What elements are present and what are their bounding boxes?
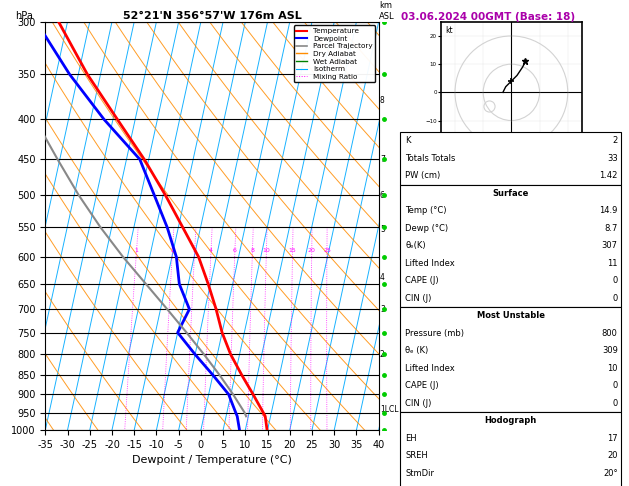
- Text: 307: 307: [602, 242, 618, 250]
- Text: 0: 0: [613, 399, 618, 408]
- Text: 5: 5: [380, 226, 385, 234]
- Text: Pressure (mb): Pressure (mb): [405, 329, 464, 338]
- Text: 2: 2: [380, 350, 385, 359]
- Text: 4: 4: [380, 273, 385, 282]
- Text: 2: 2: [613, 137, 618, 145]
- Text: CIN (J): CIN (J): [405, 399, 431, 408]
- Text: Most Unstable: Most Unstable: [477, 312, 545, 320]
- Text: 17: 17: [607, 434, 618, 443]
- Text: © weatheronline.co.uk: © weatheronline.co.uk: [403, 472, 490, 481]
- Text: CAPE (J): CAPE (J): [405, 277, 438, 285]
- Text: Hodograph: Hodograph: [484, 417, 537, 425]
- Text: PW (cm): PW (cm): [405, 172, 440, 180]
- Text: 4: 4: [209, 248, 213, 253]
- Text: K: K: [405, 137, 411, 145]
- Text: 1: 1: [135, 248, 138, 253]
- Text: Mixing Ratio (g/kg): Mixing Ratio (g/kg): [399, 183, 408, 269]
- Text: hPa: hPa: [15, 11, 33, 20]
- Text: 8: 8: [380, 96, 385, 105]
- Text: kt: kt: [445, 26, 453, 35]
- Text: 800: 800: [602, 329, 618, 338]
- Text: Lifted Index: Lifted Index: [405, 364, 455, 373]
- Text: SREH: SREH: [405, 451, 428, 460]
- Text: θₑ (K): θₑ (K): [405, 347, 428, 355]
- Text: 309: 309: [602, 347, 618, 355]
- Text: 20: 20: [607, 451, 618, 460]
- Text: 14.9: 14.9: [599, 207, 618, 215]
- Text: CIN (J): CIN (J): [405, 294, 431, 303]
- Text: CAPE (J): CAPE (J): [405, 382, 438, 390]
- Text: Totals Totals: Totals Totals: [405, 154, 455, 163]
- Text: 6: 6: [380, 191, 385, 200]
- Text: 52°21'N 356°57'W 176m ASL: 52°21'N 356°57'W 176m ASL: [123, 11, 301, 20]
- Text: Surface: Surface: [493, 189, 529, 198]
- Text: 3: 3: [380, 305, 385, 313]
- Text: 6: 6: [233, 248, 237, 253]
- Text: 10: 10: [262, 248, 270, 253]
- Text: 0: 0: [613, 277, 618, 285]
- X-axis label: Dewpoint / Temperature (°C): Dewpoint / Temperature (°C): [132, 455, 292, 466]
- Text: StmDir: StmDir: [405, 469, 434, 478]
- Text: 1LCL: 1LCL: [380, 405, 399, 414]
- Text: θₑ(K): θₑ(K): [405, 242, 426, 250]
- Text: Dewp (°C): Dewp (°C): [405, 224, 448, 233]
- Text: 8: 8: [250, 248, 254, 253]
- Text: 20°: 20°: [603, 469, 618, 478]
- Text: 20: 20: [308, 248, 316, 253]
- Text: 0: 0: [613, 382, 618, 390]
- Text: Temp (°C): Temp (°C): [405, 207, 447, 215]
- Legend: Temperature, Dewpoint, Parcel Trajectory, Dry Adiabat, Wet Adiabat, Isotherm, Mi: Temperature, Dewpoint, Parcel Trajectory…: [294, 25, 375, 83]
- Text: 15: 15: [289, 248, 296, 253]
- Text: 25: 25: [323, 248, 331, 253]
- Text: Lifted Index: Lifted Index: [405, 259, 455, 268]
- Text: 7: 7: [380, 155, 385, 164]
- Text: km
ASL: km ASL: [379, 1, 395, 20]
- Text: 10: 10: [607, 364, 618, 373]
- Text: 33: 33: [607, 154, 618, 163]
- Text: EH: EH: [405, 434, 416, 443]
- Text: 1.42: 1.42: [599, 172, 618, 180]
- Text: 03.06.2024 00GMT (Base: 18): 03.06.2024 00GMT (Base: 18): [401, 12, 576, 22]
- Text: 3: 3: [192, 248, 197, 253]
- Text: 8.7: 8.7: [604, 224, 618, 233]
- Text: 11: 11: [607, 259, 618, 268]
- Text: 0: 0: [613, 294, 618, 303]
- Text: 2: 2: [170, 248, 174, 253]
